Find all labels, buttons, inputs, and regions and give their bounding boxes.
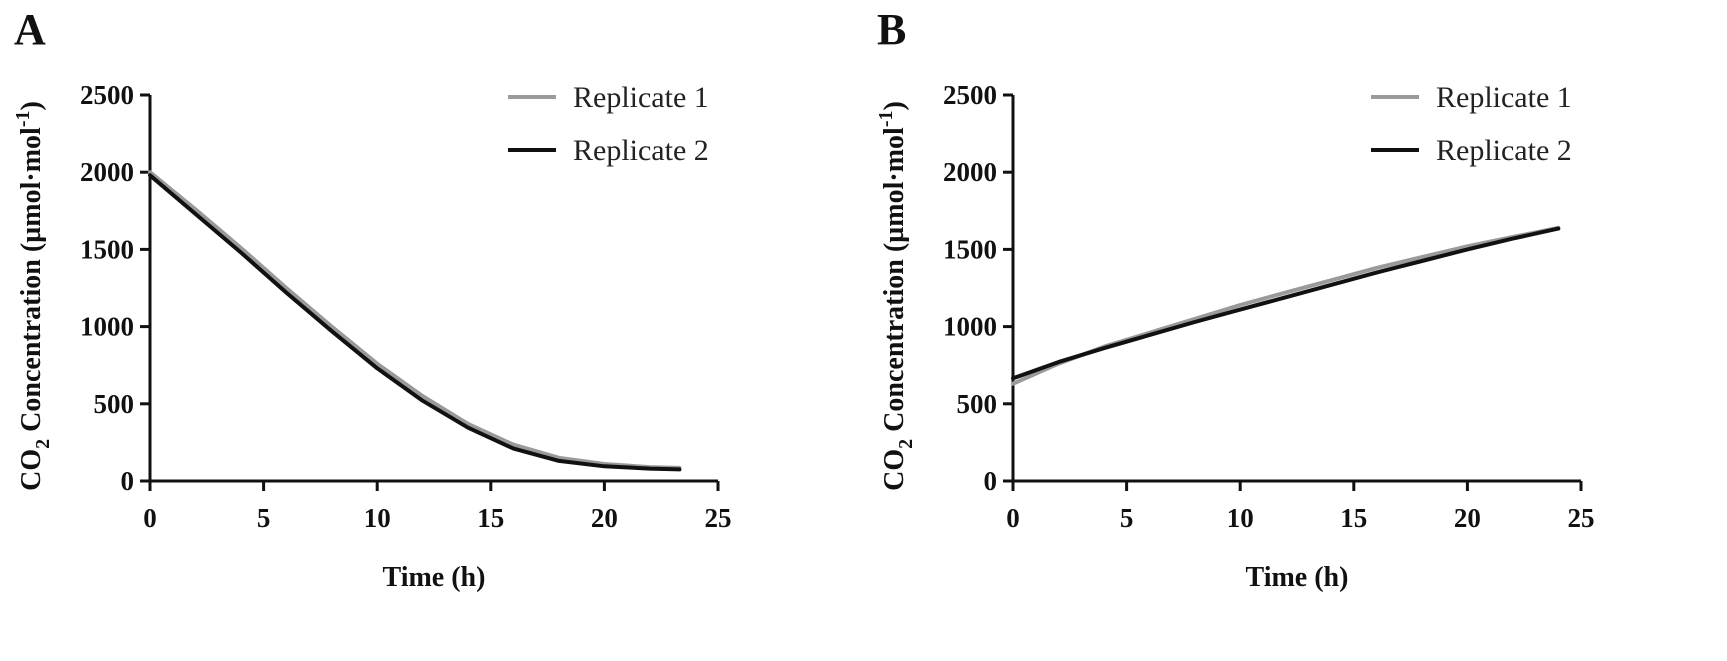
chart-b-y-title-sub: 2 [895,439,917,449]
chart-b-y-tick-label: 2500 [943,80,997,110]
chart-a-series-line-1 [148,170,682,470]
chart-a-y-title-sup: -1 [12,111,34,128]
chart-panel-b: B 0 500 1000 1500 2000 2500 0 5 10 15 20 25 Time (h) C… [863,0,1726,661]
chart-b-y-title-co: CO [879,449,910,491]
chart-a-legend-label-2: Replicate 2 [573,134,709,167]
chart-b-y-tick-label: 0 [984,466,998,496]
chart-a-y-title-sub: 2 [32,439,54,449]
chart-b-x-axis-title: Time (h) [1246,562,1349,593]
chart-a-y-tick-label: 0 [121,466,135,496]
chart-a-y-axis-title: CO2 Concentration (µmol·mol-1) [12,101,54,491]
chart-a-svg: A 0 500 1000 1500 2000 2500 0 5 10 15 20 25 Time (h) C… [12,5,732,593]
chart-b-x-tick-label: 10 [1227,503,1254,533]
chart-a-y-tick-label: 2000 [80,157,134,187]
chart-b-panel-label: B [877,5,906,54]
chart-b-y-tick-label: 500 [957,389,998,419]
chart-b-y-tick-label: 1000 [943,312,997,342]
chart-panel-a: A 0 500 1000 1500 2000 2500 0 5 10 15 20 25 Time (h) C… [0,0,863,661]
chart-a-y-tick-label: 1000 [80,312,134,342]
chart-b-y-title-sup: -1 [875,111,897,128]
chart-b-legend-label-1: Replicate 1 [1436,81,1572,114]
chart-a-legend-label-1: Replicate 1 [573,81,709,114]
chart-b-x-tick-label: 0 [1006,503,1020,533]
chart-a-x-tick-label: 0 [143,503,157,533]
chart-b-x-tick-label: 5 [1120,503,1134,533]
chart-a-series-line-2 [148,173,682,472]
chart-b-legend-label-2: Replicate 2 [1436,134,1572,167]
chart-a-x-tick-label: 25 [705,503,732,533]
chart-b-x-tick-label: 25 [1568,503,1595,533]
chart-b-series-line-1 [1011,225,1561,386]
chart-b-y-title-mid: Concentration (µmol·mol [879,127,910,439]
chart-a-y-tick-label: 1500 [80,234,134,264]
chart-b-y-tick-label: 2000 [943,157,997,187]
chart-a-y-title-end: ) [16,101,47,110]
chart-b-x-tick-label: 15 [1340,503,1367,533]
chart-a-panel-label: A [14,5,46,54]
chart-a-x-tick-label: 5 [257,503,271,533]
chart-a-y-title-co: CO [16,449,47,491]
chart-b-series-line-2 [1011,226,1561,381]
chart-b-x-tick-label: 20 [1454,503,1481,533]
chart-a-y-title-mid: Concentration (µmol·mol [16,127,47,439]
chart-b-svg: B 0 500 1000 1500 2000 2500 0 5 10 15 20 25 Time (h) C… [875,5,1595,593]
chart-b-y-axis-title: CO2 Concentration (µmol·mol-1) [875,101,917,491]
chart-a-x-axis-title: Time (h) [383,562,486,593]
chart-a-y-tick-label: 2500 [80,80,134,110]
chart-a-x-tick-label: 15 [477,503,504,533]
chart-b-y-tick-label: 1500 [943,234,997,264]
chart-a-x-tick-label: 20 [591,503,618,533]
chart-a-x-tick-label: 10 [364,503,391,533]
chart-b-y-title-end: ) [879,101,910,110]
chart-a-y-tick-label: 500 [94,389,135,419]
